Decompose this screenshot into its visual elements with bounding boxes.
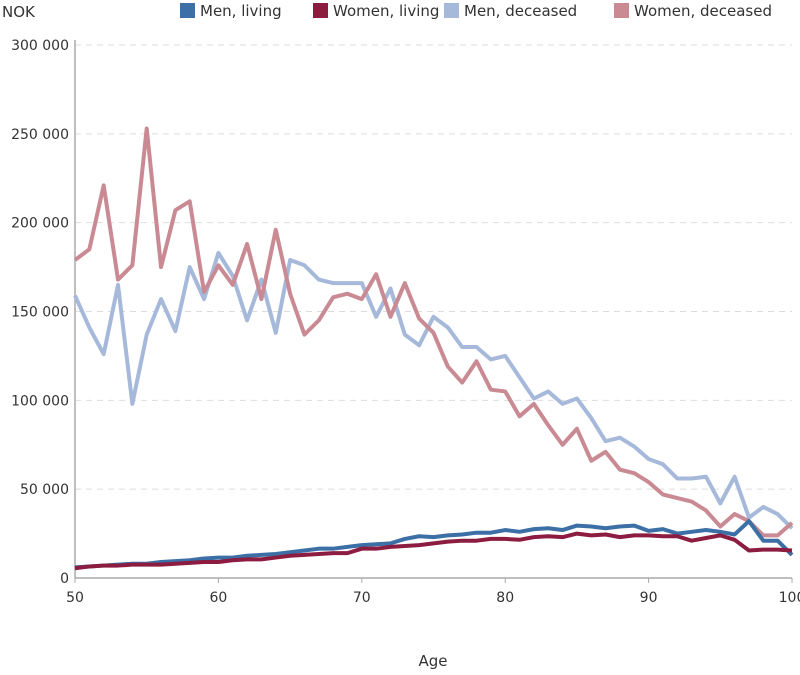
legend-item: Women, living [313,2,439,20]
y-axis-label: NOK [2,3,36,21]
axes [74,40,792,579]
y-tick-label: 0 [60,571,69,587]
x-axis-label: Age [418,652,447,670]
legend-swatch [313,3,328,18]
legend-swatch [444,3,459,18]
y-tick-label: 250 000 [11,127,69,143]
legend-item: Women, deceased [614,2,772,20]
legend: Men, living Women, living Men, deceased Wom… [180,2,772,20]
legend-item: Men, deceased [444,2,577,20]
series-lines [73,126,794,571]
x-tick-label: 50 [66,590,84,606]
y-tick-label: 100 000 [11,393,69,409]
legend-label: Men, living [200,2,282,20]
x-tick-label: 60 [209,590,227,606]
y-tick-label: 200 000 [11,216,69,232]
legend-swatch [614,3,629,18]
y-tick-label: 50 000 [20,482,69,498]
legend-label: Women, deceased [634,2,772,20]
legend-label: Women, living [333,2,439,20]
x-tick-label: 70 [353,590,371,606]
legend-label: Men, deceased [464,2,577,20]
series-line-men-deceased [73,250,794,530]
series-line-men-living [74,519,794,570]
legend-swatch [180,3,195,18]
series-line-women-living [74,531,793,571]
x-tick-label: 80 [496,590,514,606]
gridlines [75,44,792,490]
series-line-women-deceased [73,126,794,538]
x-tick-label: 100 [779,590,800,606]
y-tick-label: 300 000 [11,38,69,54]
legend-item: Men, living [180,2,282,20]
y-tick-label: 150 000 [11,305,69,321]
x-tick-label: 90 [640,590,658,606]
y-tick-labels: 0 50 000 100 000 150 000 200 000 250 000 300 0… [11,38,69,587]
x-tick-labels: 50 60 70 80 90 100 [66,578,800,606]
